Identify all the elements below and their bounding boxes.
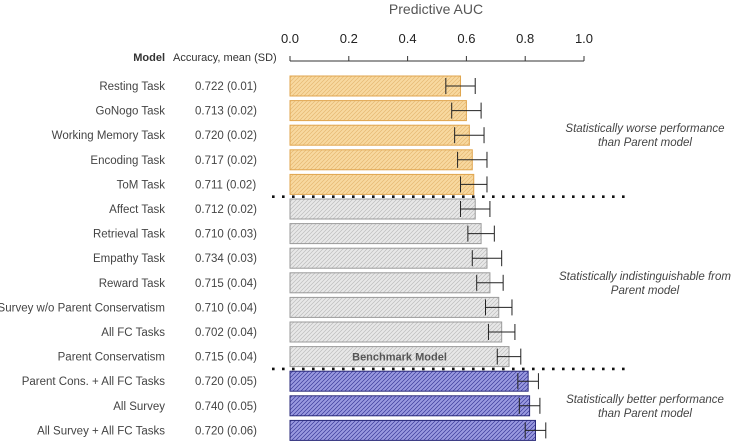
x-tick-label: 0.8 (516, 31, 534, 46)
model-label: ToM Task (117, 179, 166, 191)
accuracy-label: 0.720 (0.05) (195, 376, 257, 388)
accuracy-label: 0.712 (0.02) (195, 204, 257, 216)
bar (289, 296, 500, 318)
accuracy-column-header: Accuracy, mean (SD) (173, 52, 277, 64)
accuracy-label: 0.715 (0.04) (195, 278, 257, 290)
x-tick-label: 1.0 (575, 31, 593, 46)
group-note-line: Statistically indistinguishable from (559, 271, 731, 283)
group-notes: Statistically worse performance than Pare… (272, 123, 731, 420)
bar (289, 149, 473, 171)
model-label: All Survey + All FC Tasks (37, 425, 165, 437)
model-label: Parent Cons. + All FC Tasks (22, 376, 166, 388)
x-tick-label: 0.6 (457, 31, 475, 46)
model-label: Resting Task (99, 81, 165, 93)
bar (289, 100, 467, 122)
model-label: Retrieval Task (93, 229, 165, 241)
accuracy-label: 0.722 (0.01) (195, 81, 257, 93)
group-note-line: Statistically worse performance (565, 123, 724, 135)
x-axis: 0.0 0.2 0.4 0.6 0.8 1.0 (281, 31, 593, 62)
row-labels: Resting Task 0.722 (0.01) GoNogo Task 0.713… (0, 81, 257, 437)
accuracy-label: 0.715 (0.04) (195, 352, 257, 364)
accuracy-label: 0.713 (0.02) (195, 106, 257, 118)
bar (289, 173, 475, 195)
accuracy-label: 0.710 (0.03) (195, 229, 257, 241)
accuracy-label: 0.702 (0.04) (195, 327, 257, 339)
accuracy-label: 0.720 (0.06) (195, 425, 257, 437)
model-label: Encoding Task (90, 155, 165, 167)
accuracy-label: 0.711 (0.02) (195, 179, 256, 191)
bar (289, 395, 531, 417)
bar (289, 321, 503, 343)
accuracy-label: 0.720 (0.02) (195, 130, 257, 142)
model-label: Parent Conservatism (58, 352, 165, 364)
accuracy-label: 0.717 (0.02) (195, 155, 257, 167)
bar (289, 272, 491, 294)
model-label: Empathy Task (93, 253, 165, 265)
x-tick-label: 0.4 (399, 31, 417, 46)
group-note-line: Parent model (611, 285, 680, 297)
group-note-line: than Parent model (598, 408, 692, 420)
group-note-line: Statistically better performance (566, 394, 724, 406)
x-tick-label: 0.0 (281, 31, 299, 46)
chart-title: Predictive AUC (389, 1, 483, 17)
bar (289, 75, 462, 97)
model-label: Survey w/o Parent Conservatism (0, 302, 165, 314)
model-label: Affect Task (109, 204, 165, 216)
model-label: Working Memory Task (52, 130, 166, 142)
accuracy-label: 0.710 (0.04) (195, 302, 257, 314)
bar (289, 370, 529, 392)
group-note-line: than Parent model (598, 137, 692, 149)
model-label: All Survey (113, 401, 165, 413)
bar (289, 247, 488, 269)
model-label: All FC Tasks (101, 327, 165, 339)
accuracy-label: 0.740 (0.05) (195, 401, 257, 413)
bar (289, 198, 476, 220)
model-column-header: Model (133, 52, 165, 64)
bar (289, 419, 536, 441)
bar (289, 223, 482, 245)
bar-annotation: Benchmark Model (352, 352, 447, 364)
bars: Benchmark Model (289, 75, 547, 441)
bar (289, 124, 470, 146)
x-tick-label: 0.2 (340, 31, 358, 46)
accuracy-label: 0.734 (0.03) (195, 253, 257, 265)
model-label: GoNogo Task (96, 106, 166, 118)
model-label: Reward Task (99, 278, 166, 290)
